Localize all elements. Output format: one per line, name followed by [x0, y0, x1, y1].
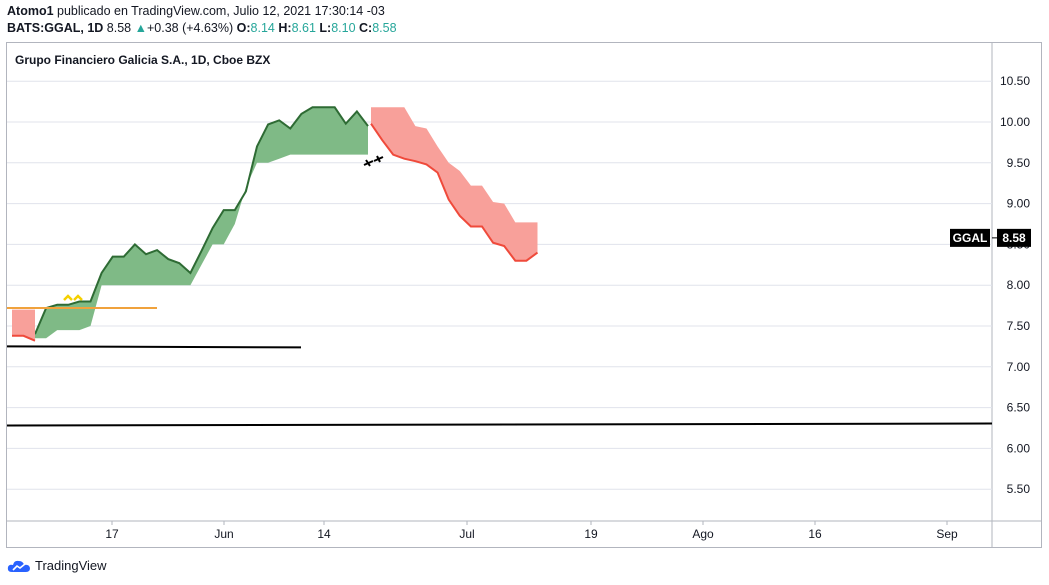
- x-tick-label: Jul: [459, 527, 474, 541]
- bullish-band-fill: [35, 107, 368, 339]
- y-tick-label: 8.00: [1007, 278, 1031, 292]
- bearish-band-line: [370, 123, 539, 262]
- support-line-long[interactable]: [6, 422, 993, 427]
- last-price: 8.58: [106, 21, 132, 35]
- early-bearish-block-fill: [12, 309, 35, 341]
- footer-brand: TradingView: [35, 558, 107, 573]
- ticker-tag-text: GGAL: [953, 231, 988, 245]
- publication-line: Atomo1 publicado en TradingView.com, Jul…: [7, 4, 385, 18]
- quote-line: BATS:GGAL, 1D 8.58 ▲+0.38 (+4.63%) O:8.1…: [7, 21, 397, 35]
- y-tick-label: 7.50: [1007, 319, 1031, 333]
- x-tick-label: Jun: [214, 527, 233, 541]
- y-tick-label: 6.50: [1007, 401, 1031, 415]
- plane-marker-icon: [363, 155, 384, 167]
- tradingview-cloud-icon: [7, 560, 30, 572]
- y-tick-label: 10.00: [1000, 115, 1030, 129]
- low-value: 8.10: [331, 21, 356, 35]
- author: Atomo1: [7, 4, 54, 18]
- tradingview-logo[interactable]: TradingView: [7, 558, 107, 573]
- x-tick-label: 14: [317, 527, 331, 541]
- change: +0.38 (+4.63%): [146, 21, 234, 35]
- symbol: BATS:GGAL, 1D: [7, 21, 104, 35]
- y-tick-label: 7.00: [1007, 360, 1031, 374]
- y-tick-label: 6.00: [1007, 441, 1031, 455]
- x-tick-label: 19: [584, 527, 598, 541]
- close-label: C:: [359, 21, 373, 35]
- up-arrow-icon: ▲: [134, 21, 147, 35]
- close-value: 8.58: [372, 21, 397, 35]
- last-price-tag: [997, 228, 1031, 247]
- event-marker-icon: [63, 294, 83, 301]
- y-tick-label: 9.50: [1007, 156, 1031, 170]
- high-value: 8.61: [291, 21, 316, 35]
- chart-title: Grupo Financiero Galicia S.A., 1D, Cboe …: [15, 53, 271, 67]
- last-price-tag-text: 8.58: [1002, 231, 1026, 245]
- ticker-tag: [950, 228, 990, 247]
- y-tick-label: 5.50: [1007, 482, 1031, 496]
- y-tick-label: 10.50: [1000, 74, 1030, 88]
- bullish-band-line: [34, 106, 369, 335]
- open-value: 8.14: [250, 21, 275, 35]
- published-text: publicado en TradingView.com, Julio 12, …: [57, 4, 385, 18]
- high-label: H:: [278, 21, 292, 35]
- open-label: O:: [236, 21, 251, 35]
- x-tick-label: 17: [105, 527, 119, 541]
- support-line-short[interactable]: [6, 345, 302, 349]
- x-tick-label: 16: [808, 527, 822, 541]
- x-tick-label: Sep: [936, 527, 958, 541]
- bearish-band-fill: [371, 107, 538, 261]
- x-tick-label: Ago: [692, 527, 714, 541]
- low-label: L:: [319, 21, 332, 35]
- early-bearish-line: [12, 334, 36, 342]
- y-tick-label: 9.00: [1007, 197, 1031, 211]
- chart-frame[interactable]: [6, 42, 1042, 548]
